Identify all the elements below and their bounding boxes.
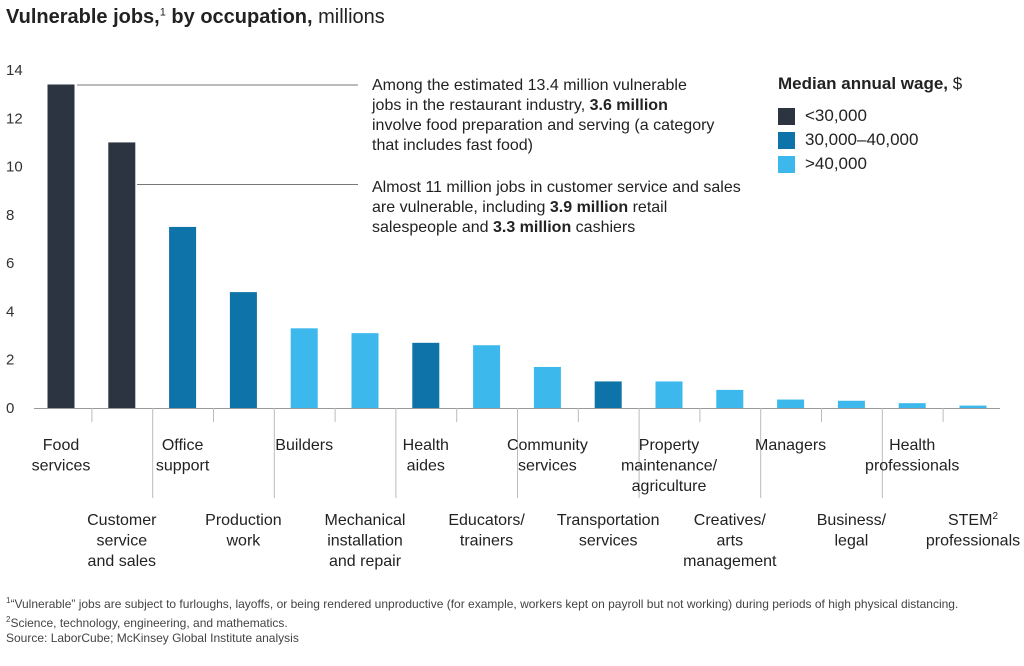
x-tick-label: Transportation services	[557, 512, 660, 550]
bar	[229, 292, 257, 408]
y-tick-label: 14	[6, 62, 23, 79]
bar	[594, 381, 622, 408]
bar-chart: 0 2 4 6 8 10 12 14 Food services Customer service an…	[6, 62, 1020, 570]
y-tick-label: 4	[6, 303, 14, 320]
bar	[533, 366, 561, 408]
x-tick-label: Creatives/arts management	[683, 512, 777, 570]
x-tick-label: Food services	[32, 437, 91, 475]
x-tick-label: Business/legal	[817, 512, 887, 550]
bar	[716, 389, 744, 408]
bar	[47, 84, 75, 408]
bar	[351, 333, 379, 408]
chart-title: Vulnerable jobs,1 by occupation, million…	[6, 6, 385, 28]
y-tick-label: 6	[6, 255, 14, 272]
x-tick-label: Health professionals	[865, 437, 959, 475]
footnote-1: 1“Vulnerable” jobs are subject to furlou…	[6, 596, 959, 611]
bar	[412, 342, 440, 408]
legend-item-low: <30,000	[778, 104, 962, 128]
legend-title: Median annual wage, $	[778, 74, 963, 93]
bar	[473, 345, 501, 408]
x-tick-label: Office support	[156, 437, 210, 475]
x-tick-label: Mechanical installation and repair	[325, 512, 406, 570]
legend-swatch-mid	[778, 131, 795, 149]
x-tick-label: Builders	[275, 437, 333, 454]
bar	[837, 400, 865, 408]
x-tick-label: STEM2 professionals	[926, 511, 1020, 550]
x-tick-label: Educators/trainers	[448, 512, 525, 550]
x-tick-label: Community services	[507, 437, 588, 475]
x-tick-label: Customer service and sales	[87, 512, 157, 570]
x-tick-label: Managers	[755, 437, 826, 454]
bar	[959, 405, 987, 408]
bar	[169, 226, 197, 408]
bar	[108, 142, 136, 408]
y-tick-label: 0	[6, 400, 14, 417]
y-tick-label: 2	[6, 352, 14, 369]
footnotes: 1“Vulnerable” jobs are subject to furlou…	[6, 593, 1016, 646]
x-tick-label: Health aides	[403, 437, 449, 475]
y-tick-label: 12	[6, 110, 23, 127]
bar	[655, 381, 683, 408]
legend-swatch-low	[778, 107, 795, 125]
bar	[777, 399, 805, 408]
bar	[290, 328, 318, 408]
bar	[898, 403, 926, 408]
annotation-food-services: Among the estimated 13.4 million vulnera…	[372, 77, 715, 154]
legend-item-mid: 30,000–40,000	[778, 128, 962, 152]
annotation-customer-service: Almost 11 million jobs in customer servi…	[372, 179, 741, 236]
x-tick-label: Property maintenance/agriculture	[621, 437, 718, 495]
y-tick-label: 10	[6, 159, 23, 176]
x-tick-label: Production work	[205, 512, 282, 550]
legend: Median annual wage, $ <30,000 30,000–40,…	[778, 74, 962, 176]
y-tick-label: 8	[6, 207, 14, 224]
legend-item-high: >40,000	[778, 152, 962, 176]
source-note: Source: LaborCube; McKinsey Global Insti…	[6, 631, 299, 645]
legend-swatch-high	[778, 155, 795, 173]
footnote-2: 2Science, technology, engineering, and m…	[6, 615, 288, 630]
